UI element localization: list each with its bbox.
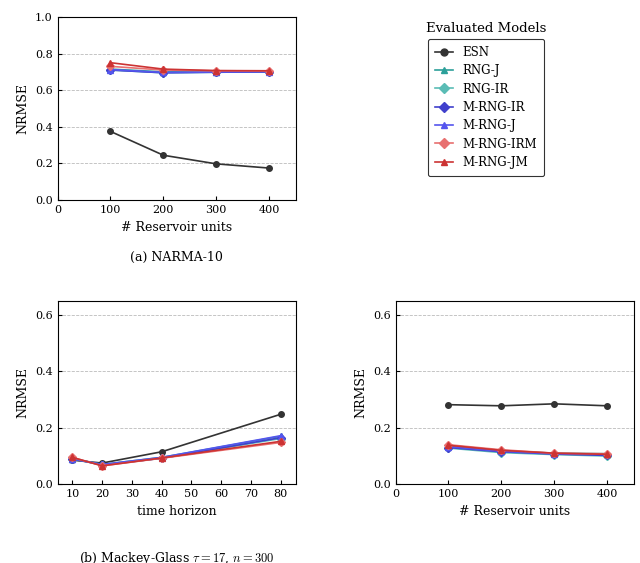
Y-axis label: NRMSE: NRMSE xyxy=(355,367,367,418)
Text: Evaluated Models: Evaluated Models xyxy=(426,23,546,35)
X-axis label: time horizon: time horizon xyxy=(137,504,216,517)
Y-axis label: NRMSE: NRMSE xyxy=(17,367,29,418)
X-axis label: # Reservoir units: # Reservoir units xyxy=(121,221,232,234)
X-axis label: # Reservoir units: # Reservoir units xyxy=(459,504,570,517)
Y-axis label: NRMSE: NRMSE xyxy=(17,83,29,134)
Text: (b) Mackey-Glass $\tau = 17$, $n = 300$: (b) Mackey-Glass $\tau = 17$, $n = 300$ xyxy=(79,550,275,563)
Text: (a) NARMA-10: (a) NARMA-10 xyxy=(130,252,223,265)
Legend: ESN, RNG-J, RNG-IR, M-RNG-IR, M-RNG-J, M-RNG-IRM, M-RNG-JM: ESN, RNG-J, RNG-IR, M-RNG-IR, M-RNG-J, M… xyxy=(428,39,544,176)
